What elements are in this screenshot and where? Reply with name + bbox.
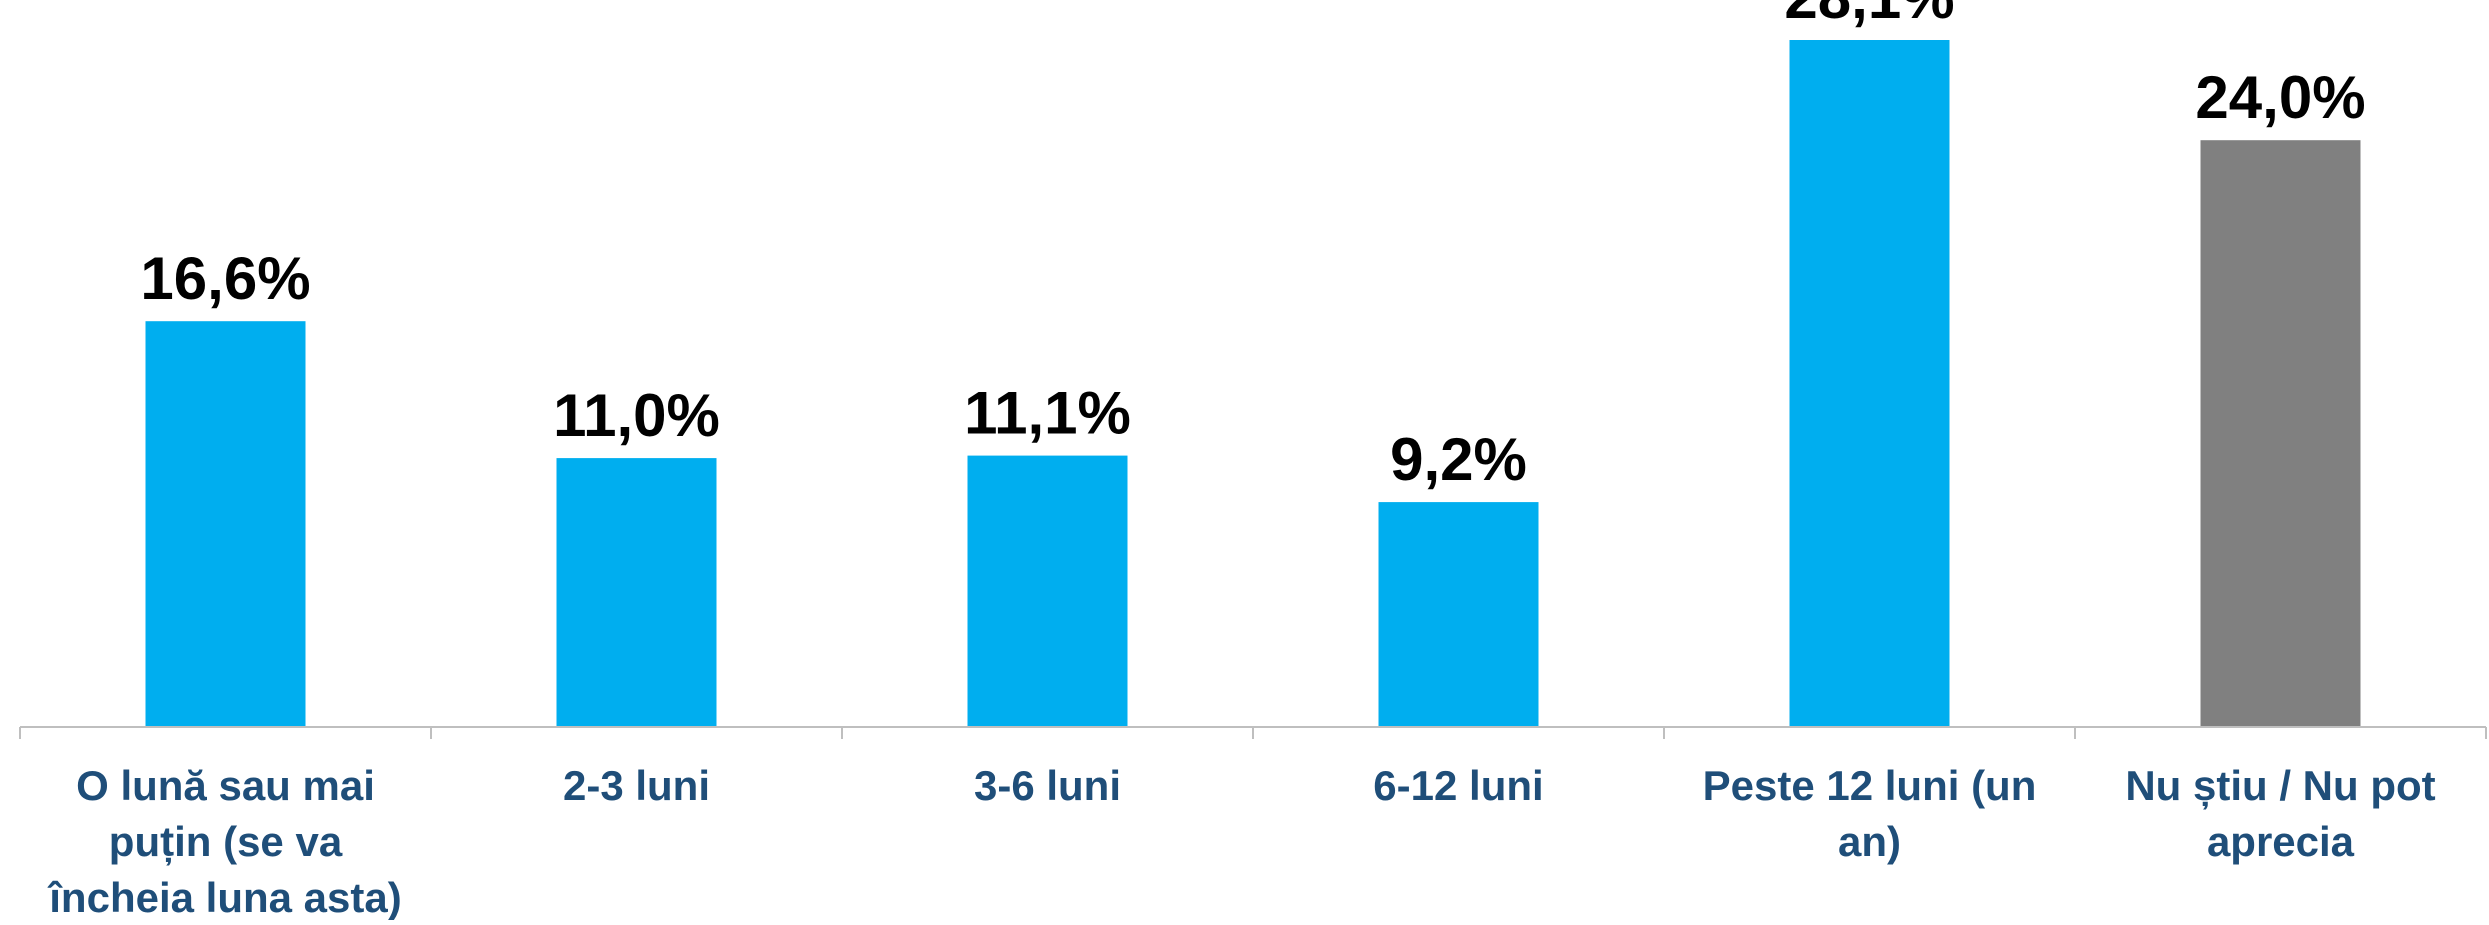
category-label-3: 3-6 luni [974,762,1121,809]
category-label-line: Nu știu / Nu pot [2125,762,2435,810]
category-label-line: 2-3 luni [563,762,710,809]
bar-3 [967,455,1128,727]
category-label-2: 2-3 luni [563,762,710,809]
bar-5 [1789,40,1950,727]
bars-layer [145,40,2361,727]
bar-6 [2200,140,2361,727]
bar-1 [145,321,306,727]
bar-2 [556,458,717,727]
value-label-1: 16,6% [140,245,310,312]
category-label-line: puțin (se va [109,818,343,866]
category-label-5: Peste 12 luni (un an) [1703,762,2037,865]
category-label-line: încheia luna asta) [47,874,401,920]
bar-4 [1378,502,1539,727]
category-label-1: O lună sau mai puțin (se va încheia luna a… [47,762,401,920]
category-label-line: aprecia [2207,818,2355,865]
value-label-4: 9,2% [1390,426,1527,493]
value-label-6: 24,0% [2195,64,2365,131]
category-label-4: 6-12 luni [1373,762,1543,809]
category-label-line: 3-6 luni [974,762,1121,809]
value-label-3: 11,1% [964,380,1131,447]
category-label-line: an) [1838,818,1901,865]
category-label-line: Peste 12 luni (un [1703,762,2037,809]
value-label-2: 11,0% [553,382,720,449]
category-label-6: Nu știu / Nu pot aprecia [2125,762,2435,865]
category-labels-layer: O lună sau mai puțin (se va încheia luna a… [47,762,2435,921]
category-label-line: 6-12 luni [1373,762,1543,809]
value-label-5: 28,1% [1784,0,1954,31]
value-labels-layer: 16,6% 11,0% 11,1% 9,2% 28,1% 24,0% [140,0,2365,493]
x-axis [19,726,2487,739]
category-label-line: O lună sau mai [76,762,375,809]
